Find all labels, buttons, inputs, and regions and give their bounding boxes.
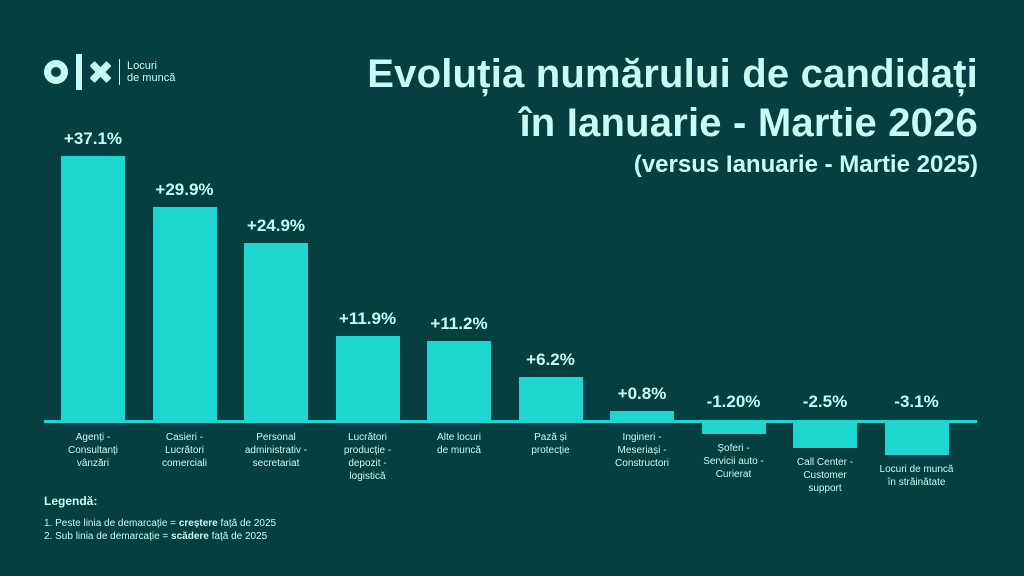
bar-value-label: -2.5% <box>802 392 848 411</box>
category-label: Ingineri - Meseriași - Constructori <box>615 432 669 469</box>
chart-title: Evoluția numărului de candidați în Ianua… <box>367 50 978 180</box>
category-label: Lucrători producție - depozit - logistică <box>343 432 392 482</box>
bar <box>518 376 583 421</box>
category-label: Personal administrativ - secretariat <box>244 432 308 469</box>
logo-line-1: Locuri <box>127 60 157 72</box>
category-label: Locuri de muncă în străinătate <box>879 464 954 488</box>
legend-item-decrease: 2. Sub linia de demarcație = scădere faț… <box>44 531 268 542</box>
category-label: Alte locuri de muncă <box>437 432 481 456</box>
bar <box>61 156 125 421</box>
logo-subtitle: Locuri de muncă <box>127 60 175 84</box>
title-line-1: Evoluția numărului de candidați <box>367 52 978 96</box>
bar <box>884 421 949 455</box>
bar-value-label: +37.1% <box>63 129 123 148</box>
bar-value-label: -1.20% <box>706 392 761 411</box>
category-label: Agenți - Consultanți vânzări <box>67 432 119 469</box>
legend-title: Legendă: <box>44 494 98 508</box>
bar-value-label: -3.1% <box>894 392 939 411</box>
logo-bar-icon <box>76 54 82 90</box>
bar-value-label: +6.2% <box>526 349 575 369</box>
bar <box>793 421 857 449</box>
category-label: Call Center - Customer support <box>796 457 854 495</box>
bar-value-label: +24.9% <box>246 216 306 236</box>
bar-value-label: +0.8% <box>617 384 667 403</box>
category-label: Casieri - Lucrători comerciali <box>161 432 207 469</box>
legend-item-increase: 1. Peste linia de demarcație = creștere … <box>44 518 277 529</box>
bar <box>244 243 308 421</box>
baseline-demarcation-line <box>44 420 977 423</box>
legend: Legendă: 1. Peste linia de demarcație = … <box>44 494 276 543</box>
bar <box>427 341 491 421</box>
bar-value-label: +29.9% <box>155 180 214 200</box>
olx-logo: Locuri de muncă <box>44 54 175 90</box>
category-label: Șoferi - Servicii auto - Curierat <box>703 443 764 481</box>
logo-divider <box>119 59 120 85</box>
bar <box>610 411 674 421</box>
title-line-2: în Ianuarie - Martie 2026 <box>519 101 978 145</box>
bar <box>152 207 217 421</box>
bar <box>701 421 766 435</box>
logo-o-icon <box>44 60 68 84</box>
title-subtitle: (versus Ianuarie - Martie 2025) <box>633 151 978 178</box>
category-label: Pază și protecție <box>531 432 570 456</box>
bar-value-label: +11.9% <box>338 309 397 328</box>
bar <box>335 336 400 421</box>
bar-value-label: +11.2% <box>430 314 488 333</box>
logo-line-2: de muncă <box>127 72 176 84</box>
